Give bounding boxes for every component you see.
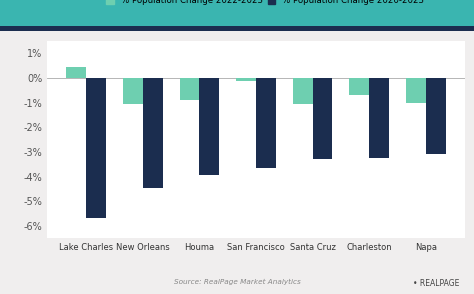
Bar [86,78,106,218]
Bar [426,78,446,154]
Legend: % Population Change 2022-2023, % Population Change 2020-2023: % Population Change 2022-2023, % Populat… [106,0,424,5]
Text: Source: RealPage Market Analytics: Source: RealPage Market Analytics [173,279,301,285]
Text: • REALPAGE: • REALPAGE [413,279,460,288]
Bar [369,78,389,158]
Bar [180,78,200,100]
Bar [123,78,143,104]
Bar [312,78,332,159]
Bar [256,78,276,168]
Bar [406,78,426,103]
Bar [293,78,312,104]
Bar [236,78,256,81]
Bar [349,78,369,95]
Bar [200,78,219,175]
Bar [143,78,163,188]
Bar [66,67,86,78]
